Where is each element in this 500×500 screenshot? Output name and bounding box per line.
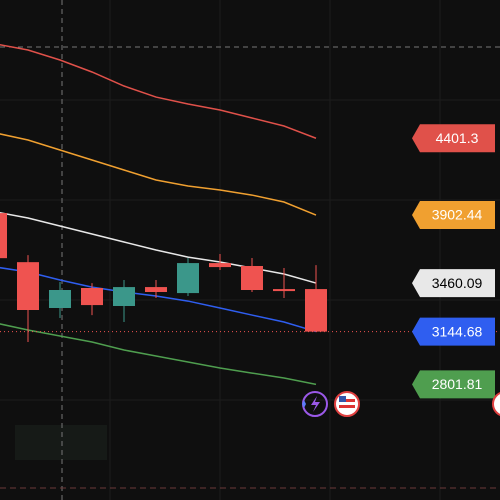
us-flag-icon[interactable] <box>334 391 360 417</box>
indicator-line <box>0 43 317 139</box>
volume-panel <box>15 425 107 460</box>
candle-body <box>273 289 295 292</box>
plot: 4401.3 3902.44 3460.09 3144.68 2801.81 <box>0 43 500 399</box>
indicator-line <box>0 323 317 386</box>
candle-body <box>209 263 231 268</box>
candle-body <box>241 266 263 290</box>
lightning-glyph <box>311 396 320 412</box>
candle-body <box>305 289 327 332</box>
candle-body <box>0 213 7 259</box>
flag-stripe <box>339 405 355 408</box>
price-label: 2801.81 <box>432 376 483 392</box>
indicator-line <box>0 211 317 284</box>
price-tag <box>412 269 495 298</box>
price-label: 3902.44 <box>432 207 483 223</box>
price-label: 3144.68 <box>432 323 483 339</box>
sparkle <box>302 400 306 408</box>
price-tag <box>412 317 495 346</box>
price-tag <box>412 124 495 153</box>
price-tag <box>412 370 495 399</box>
candle-body <box>113 287 135 306</box>
us-flag-icon[interactable] <box>492 392 500 416</box>
candle-body <box>145 287 167 292</box>
price-label: 3460.09 <box>432 275 483 291</box>
indicator-line <box>0 266 317 333</box>
indicator-line <box>0 133 317 216</box>
flag-stripe <box>339 399 355 402</box>
price-label: 4401.3 <box>436 130 479 146</box>
price-tag <box>412 201 495 230</box>
candle-body <box>17 262 39 310</box>
event-icons <box>302 391 500 417</box>
candle-body <box>177 263 199 294</box>
flag-canton <box>339 396 346 402</box>
candle-body <box>81 288 103 306</box>
candle-body <box>49 290 71 308</box>
